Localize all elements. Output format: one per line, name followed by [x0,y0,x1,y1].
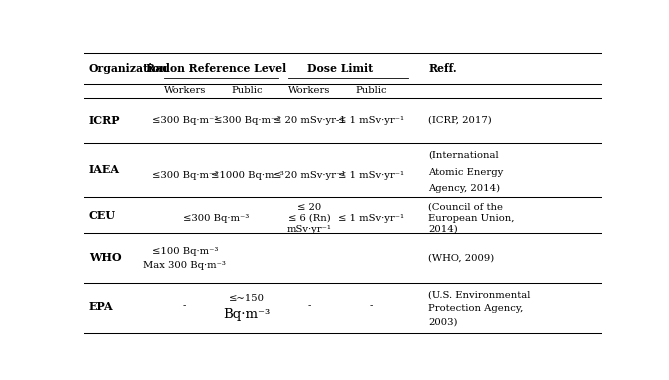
Text: Atomic Energy: Atomic Energy [428,168,504,176]
Text: IAEA: IAEA [89,165,120,176]
Text: Protection Agency,: Protection Agency, [428,304,524,313]
Text: ≤ 20 mSv·yr-1: ≤ 20 mSv·yr-1 [273,116,346,125]
Text: (International: (International [428,151,499,160]
Text: CEU: CEU [89,210,116,221]
Text: EPA: EPA [89,301,114,312]
Text: ≤ 20: ≤ 20 [297,203,321,212]
Text: (Council of the: (Council of the [428,203,503,212]
Text: Workers: Workers [163,87,206,95]
Text: -: - [370,301,373,310]
Text: ≤300 Bq·m⁻³: ≤300 Bq·m⁻³ [152,116,218,125]
Text: ≤100 Bq·m⁻³: ≤100 Bq·m⁻³ [152,247,218,256]
Text: Public: Public [231,87,263,95]
Text: ≤~150: ≤~150 [229,294,265,303]
Text: Reff.: Reff. [428,63,457,74]
Text: (ICRP, 2017): (ICRP, 2017) [428,116,492,125]
Text: ≤300 Bq·m⁻³: ≤300 Bq·m⁻³ [152,171,218,180]
Text: ≤ 20 mSv·yr⁻¹: ≤ 20 mSv·yr⁻¹ [273,171,345,180]
Text: ≤300 Bq·m⁻³: ≤300 Bq·m⁻³ [214,116,280,125]
Text: (WHO, 2009): (WHO, 2009) [428,253,494,262]
Text: Workers: Workers [288,87,330,95]
Text: WHO: WHO [89,252,122,263]
Text: European Union,: European Union, [428,214,515,223]
Text: Public: Public [355,87,387,95]
Text: ≤ 6 (Rn): ≤ 6 (Rn) [288,214,330,223]
Text: ≤1000 Bq·m⁻³: ≤1000 Bq·m⁻³ [211,171,283,180]
Text: Radon Reference Level: Radon Reference Level [146,63,286,74]
Text: ≤ 1 mSv·yr⁻¹: ≤ 1 mSv·yr⁻¹ [339,214,404,223]
Text: -: - [308,301,311,310]
Text: ≤ 1 mSv·yr⁻¹: ≤ 1 mSv·yr⁻¹ [339,116,404,125]
Text: Agency, 2014): Agency, 2014) [428,184,500,193]
Text: Dose Limit: Dose Limit [307,63,373,74]
Text: Max 300 Bq·m⁻³: Max 300 Bq·m⁻³ [143,261,226,270]
Text: ICRP: ICRP [89,115,120,126]
Text: Organization: Organization [89,63,168,74]
Text: Bq·m⁻³: Bq·m⁻³ [223,308,270,321]
Text: -: - [183,301,187,310]
Text: 2014): 2014) [428,225,458,234]
Text: ≤300 Bq·m⁻³: ≤300 Bq·m⁻³ [183,214,249,223]
Text: mSv·yr⁻¹: mSv·yr⁻¹ [287,225,332,234]
Text: ≤ 1 mSv·yr⁻¹: ≤ 1 mSv·yr⁻¹ [339,171,404,180]
Text: 2003): 2003) [428,318,458,326]
Text: (U.S. Environmental: (U.S. Environmental [428,290,531,299]
